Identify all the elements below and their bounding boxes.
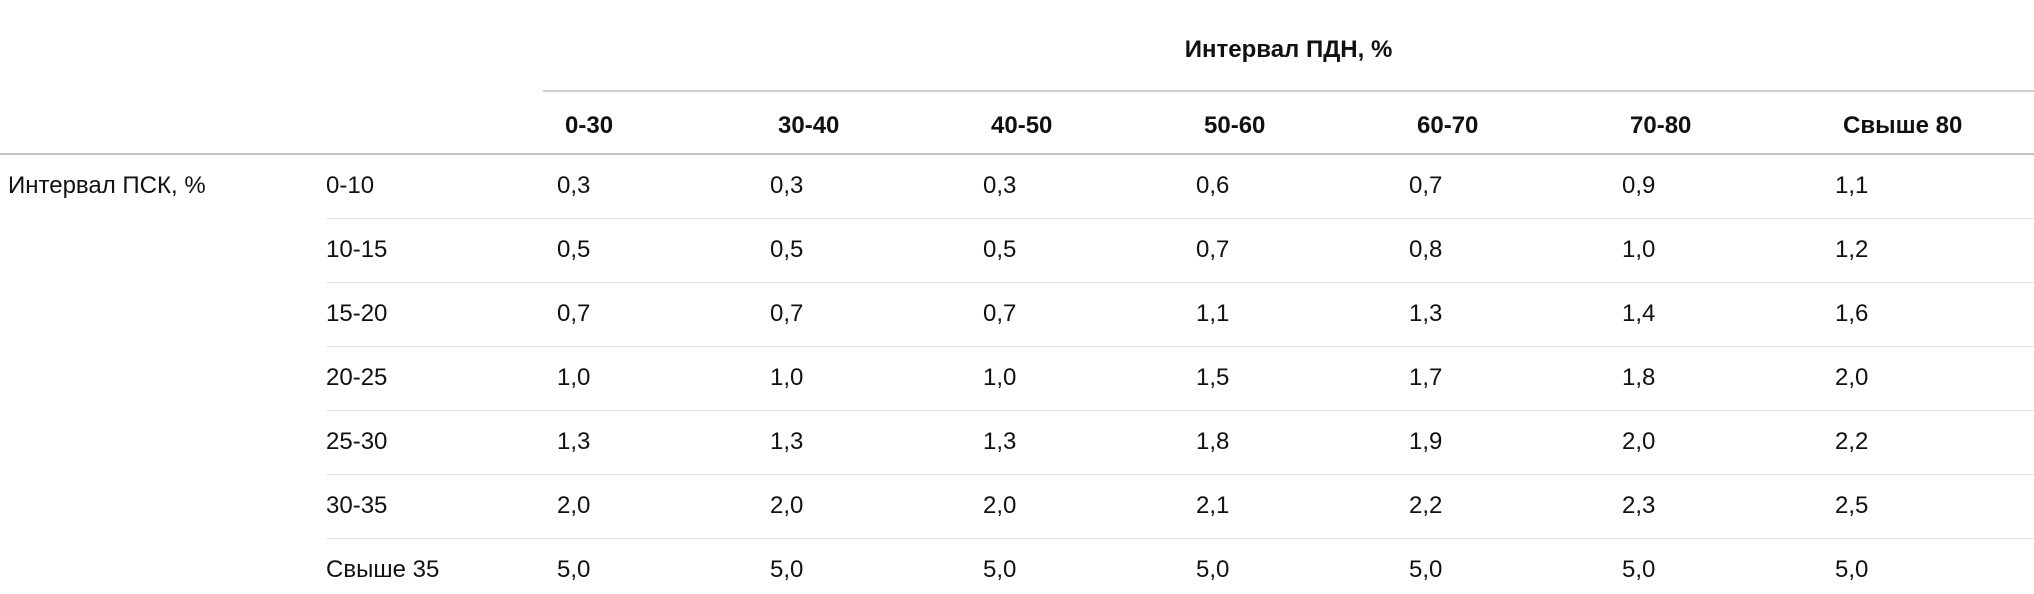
table-cell: 2,5	[1821, 474, 2034, 539]
table-cell: 0,9	[1608, 154, 1821, 219]
table-cell: 2,2	[1395, 474, 1608, 539]
table-cell: 1,3	[1395, 282, 1608, 347]
table-cell: 2,0	[756, 474, 969, 539]
table-cell: 1,0	[756, 346, 969, 411]
table-header: Интервал ПДН, % 0-30 30-40 40-50 50-60 6…	[0, 0, 2034, 155]
table-cell: 1,3	[969, 410, 1182, 475]
column-header-pdn: 60-70	[1395, 91, 1608, 155]
table-cell: 1,9	[1395, 410, 1608, 475]
table-cell: 0,7	[1182, 218, 1395, 283]
table-cell: 5,0	[543, 538, 756, 594]
table-cell: 1,1	[1821, 154, 2034, 219]
table-cell: 0,7	[1395, 154, 1608, 219]
row-header-psk: 0-10	[326, 154, 543, 219]
column-header-pdn: 50-60	[1182, 91, 1395, 155]
header-columns-row: 0-30 30-40 40-50 50-60 60-70 70-80 Свыше…	[0, 91, 2034, 155]
table-cell: 1,0	[543, 346, 756, 411]
table-cell: 1,3	[543, 410, 756, 475]
header-empty-cell	[0, 0, 326, 91]
table-row: Свыше 35 5,0 5,0 5,0 5,0 5,0 5,0 5,0	[0, 538, 2034, 594]
table-cell: 5,0	[1608, 538, 1821, 594]
row-header-psk: 15-20	[326, 282, 543, 347]
table-cell: 2,0	[969, 474, 1182, 539]
table-cell: 5,0	[1821, 538, 2034, 594]
table-cell: 0,5	[756, 218, 969, 283]
table-cell: 2,3	[1608, 474, 1821, 539]
row-header-psk: 30-35	[326, 474, 543, 539]
column-header-pdn: 70-80	[1608, 91, 1821, 155]
table-cell: 1,8	[1608, 346, 1821, 411]
column-header-pdn: 30-40	[756, 91, 969, 155]
table-cell: 0,3	[756, 154, 969, 219]
table-cell: 2,0	[1821, 346, 2034, 411]
table-cell: 5,0	[1395, 538, 1608, 594]
pdn-interval-title: Интервал ПДН, %	[543, 0, 2034, 92]
table-cell: 1,4	[1608, 282, 1821, 347]
table-cell: 0,5	[543, 218, 756, 283]
table-cell: 1,3	[756, 410, 969, 475]
row-header-psk: 20-25	[326, 346, 543, 411]
row-header-psk: Свыше 35	[326, 538, 543, 594]
table-row: 25-30 1,3 1,3 1,3 1,8 1,9 2,0 2,2	[0, 410, 2034, 475]
table-cell: 0,7	[969, 282, 1182, 347]
table-body: Интервал ПСК, % 0-10 0,3 0,3 0,3 0,6 0,7 0,9 1,1…	[0, 154, 2034, 594]
table-row: 30-35 2,0 2,0 2,0 2,1 2,2 2,3 2,5	[0, 474, 2034, 539]
table-cell: 0,7	[756, 282, 969, 347]
table-row: Интервал ПСК, % 0-10 0,3 0,3 0,3 0,6 0,7 0,9 1,1	[0, 154, 2034, 219]
table-cell: 0,3	[543, 154, 756, 219]
table-cell: 2,0	[1608, 410, 1821, 475]
header-group-row: Интервал ПДН, %	[0, 0, 2034, 92]
table-row: 10-15 0,5 0,5 0,5 0,7 0,8 1,0 1,2	[0, 218, 2034, 283]
column-header-pdn: Свыше 80	[1821, 91, 2034, 155]
table-cell: 1,0	[969, 346, 1182, 411]
header-empty-cell	[326, 91, 543, 155]
table-cell: 2,1	[1182, 474, 1395, 539]
table-row: 20-25 1,0 1,0 1,0 1,5 1,7 1,8 2,0	[0, 346, 2034, 411]
table-cell: 0,3	[969, 154, 1182, 219]
column-header-pdn: 0-30	[543, 91, 756, 155]
table-cell: 0,5	[969, 218, 1182, 283]
table-cell: 1,2	[1821, 218, 2034, 283]
table-cell: 1,5	[1182, 346, 1395, 411]
header-empty-cell	[326, 0, 543, 91]
column-header-pdn: 40-50	[969, 91, 1182, 155]
table-cell: 1,1	[1182, 282, 1395, 347]
table-cell: 2,0	[543, 474, 756, 539]
table-cell: 0,6	[1182, 154, 1395, 219]
table-cell: 5,0	[1182, 538, 1395, 594]
table-cell: 1,7	[1395, 346, 1608, 411]
table-cell: 1,6	[1821, 282, 2034, 347]
table-cell: 0,8	[1395, 218, 1608, 283]
table-cell: 5,0	[756, 538, 969, 594]
header-empty-cell	[0, 91, 326, 155]
table-row: 15-20 0,7 0,7 0,7 1,1 1,3 1,4 1,6	[0, 282, 2034, 347]
table-cell: 2,2	[1821, 410, 2034, 475]
table-cell: 1,8	[1182, 410, 1395, 475]
psk-interval-title: Интервал ПСК, %	[8, 172, 206, 199]
row-header-psk: 25-30	[326, 410, 543, 475]
row-header-psk: 10-15	[326, 218, 543, 283]
table-cell: 1,0	[1608, 218, 1821, 283]
table-cell: 5,0	[969, 538, 1182, 594]
table-cell: 0,7	[543, 282, 756, 347]
